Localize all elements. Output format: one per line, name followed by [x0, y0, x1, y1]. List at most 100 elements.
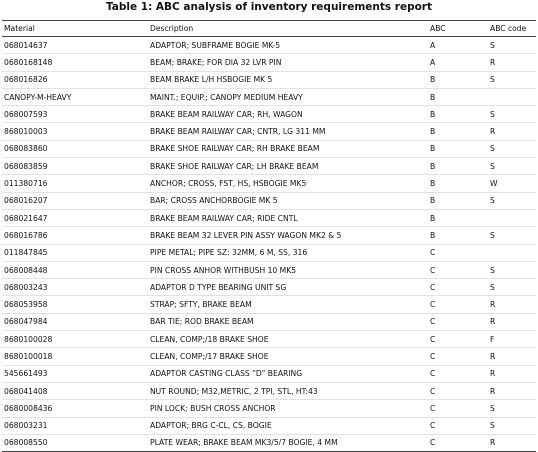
table-cell — [488, 244, 536, 262]
table-cell: 068016826 — [2, 71, 148, 89]
table-cell: C — [428, 330, 488, 349]
table-cell: S — [488, 261, 536, 280]
table-cell: C — [428, 313, 488, 332]
table-cell: 068003231 — [2, 417, 148, 435]
table-cell: R — [488, 434, 536, 452]
table-cell: PIN CROSS ANHOR WITHBUSH 10 MK5 — [148, 261, 428, 280]
table-cell — [488, 88, 536, 107]
table-cell: 0680168148 — [2, 53, 148, 72]
table-cell: R — [488, 122, 536, 141]
table-cell: C — [428, 382, 488, 401]
table-row: 068016786 BRAKE BEAM 32 LEVER PIN ASSY WA… — [2, 226, 536, 245]
table: Material Description ABC ABC code 068014637… — [2, 20, 536, 452]
column-header: ABC code — [488, 20, 536, 37]
table-cell: BEAM BRAKE L/H HSBOGIE MK 5 — [148, 71, 428, 89]
table-cell: B — [428, 71, 488, 89]
table-cell: PIPE METAL; PIPE SZ: 32MM, 6 M, SS, 316 — [148, 244, 428, 262]
table-cell: 068083859 — [2, 157, 148, 176]
table-cell: 068021647 — [2, 209, 148, 228]
table-cell: W — [488, 174, 536, 193]
table-cell: S — [488, 226, 536, 245]
table-row: 068003231 ADAPTOR; BRG C-CL, CS, BOGIE C S — [2, 417, 536, 435]
table-cell: B — [428, 209, 488, 228]
table-cell: 068083860 — [2, 140, 148, 159]
table-cell: C — [428, 417, 488, 435]
table-cell: R — [488, 295, 536, 314]
table-cell: C — [428, 347, 488, 366]
table-cell: 0680008436 — [2, 399, 148, 418]
table-cell: BRAKE BEAM 32 LEVER PIN ASSY WAGON MK2 &… — [148, 226, 428, 245]
table-cell: B — [428, 122, 488, 141]
table-cell: S — [488, 140, 536, 159]
table-cell: F — [488, 330, 536, 349]
table-cell: S — [488, 157, 536, 176]
table-cell: C — [428, 261, 488, 280]
table-cell: B — [428, 192, 488, 210]
table-cell: BRAKE SHOE RAILWAY CAR; LH BRAKE BEAM — [148, 157, 428, 176]
table-cell: R — [488, 53, 536, 72]
table-cell: 068007593 — [2, 105, 148, 124]
column-header: Description — [148, 20, 428, 37]
table-cell: C — [428, 399, 488, 418]
table-cell: 068041408 — [2, 382, 148, 401]
table-cell: 068016786 — [2, 226, 148, 245]
table-cell: A — [428, 53, 488, 72]
table-row: 868010003 BRAKE BEAM RAILWAY CAR; CNTR, L… — [2, 122, 536, 141]
table-cell: MAINT.; EQUIP.; CANOPY MEDIUM HEAVY — [148, 88, 428, 107]
table-cell: NUT ROUND; M32,METRIC, 2 TPI, STL, HT:43 — [148, 382, 428, 401]
table-cell: R — [488, 365, 536, 383]
table-cell: 068016207 — [2, 192, 148, 210]
column-header: Material — [2, 20, 148, 37]
table-row: CANOPY-M-HEAVY MAINT.; EQUIP.; CANOPY MED… — [2, 88, 536, 107]
table-cell: 868010003 — [2, 122, 148, 141]
table-cell: S — [488, 417, 536, 435]
table-cell: 011380716 — [2, 174, 148, 193]
table-row: 068003243 ADAPTOR D TYPE BEARING UNIT SG C… — [2, 278, 536, 297]
table-cell: CLEAN, COMP;/18 BRAKE SHOE — [148, 330, 428, 349]
table-row: 068047984 BAR TIE; ROD BRAKE BEAM C R — [2, 313, 536, 332]
table-cell: B — [428, 157, 488, 176]
table-cell: 068008448 — [2, 261, 148, 280]
table-cell: R — [488, 313, 536, 332]
table-cell: A — [428, 36, 488, 55]
table-row: 068008550 PLATE WEAR; BRAKE BEAM MK3/5/7 … — [2, 434, 536, 452]
table-cell: C — [428, 365, 488, 383]
table-cell: S — [488, 192, 536, 210]
table-row: 068083860 BRAKE SHOE RAILWAY CAR; RH BRAK… — [2, 140, 536, 159]
table-cell: 068014637 — [2, 36, 148, 55]
column-header: ABC — [428, 20, 488, 37]
header-row: Material Description ABC ABC code — [2, 20, 536, 37]
table-cell: C — [428, 295, 488, 314]
table-cell: ADAPTOR; BRG C-CL, CS, BOGIE — [148, 417, 428, 435]
table-title: Table 1: ABC analysis of inventory requi… — [105, 1, 433, 13]
table-cell: BRAKE BEAM RAILWAY CAR; RH, WAGON — [148, 105, 428, 124]
table-cell: BRAKE BEAM RAILWAY CAR; CNTR, LG 311 MM — [148, 122, 428, 141]
table-cell: S — [488, 399, 536, 418]
table-row: 068083859 BRAKE SHOE RAILWAY CAR; LH BRAK… — [2, 157, 536, 176]
table-row: 068041408 NUT ROUND; M32,METRIC, 2 TPI, S… — [2, 382, 536, 401]
table-cell: BRAKE SHOE RAILWAY CAR; RH BRAKE BEAM — [148, 140, 428, 159]
table-cell: B — [428, 174, 488, 193]
table-row: 0680168148 BEAM; BRAKE; FOR DIA 32 LVR PI… — [2, 53, 536, 72]
table-cell: ADAPTOR D TYPE BEARING UNIT SG — [148, 278, 428, 297]
table-row: 068008448 PIN CROSS ANHOR WITHBUSH 10 MK5… — [2, 261, 536, 280]
table-cell: 8680100018 — [2, 347, 148, 366]
table-cell: S — [488, 105, 536, 124]
table-row: 068021647 BRAKE BEAM RAILWAY CAR; RIDE CN… — [2, 209, 536, 228]
table-body: 068014637 ADAPTOR; SUBFRAME BOGIE MK-5 A S 0… — [2, 36, 536, 452]
table-cell: BRAKE BEAM RAILWAY CAR; RIDE CNTL — [148, 209, 428, 228]
table-cell: C — [428, 278, 488, 297]
table-cell: S — [488, 71, 536, 89]
table-cell: PIN LOCK; BUSH CROSS ANCHOR — [148, 399, 428, 418]
table-cell: R — [488, 347, 536, 366]
table-cell: 545661493 — [2, 365, 148, 383]
table-row: 0680008436 PIN LOCK; BUSH CROSS ANCHOR C S — [2, 399, 536, 418]
table-cell: STRAP; SFTY, BRAKE BEAM — [148, 295, 428, 314]
table-cell: 8680100028 — [2, 330, 148, 349]
table-cell: ANCHOR; CROSS, FST, HS, HSBOGIE MK5 — [148, 174, 428, 193]
table-row: 011380716 ANCHOR; CROSS, FST, HS, HSBOGIE… — [2, 174, 536, 193]
table-cell — [488, 209, 536, 228]
